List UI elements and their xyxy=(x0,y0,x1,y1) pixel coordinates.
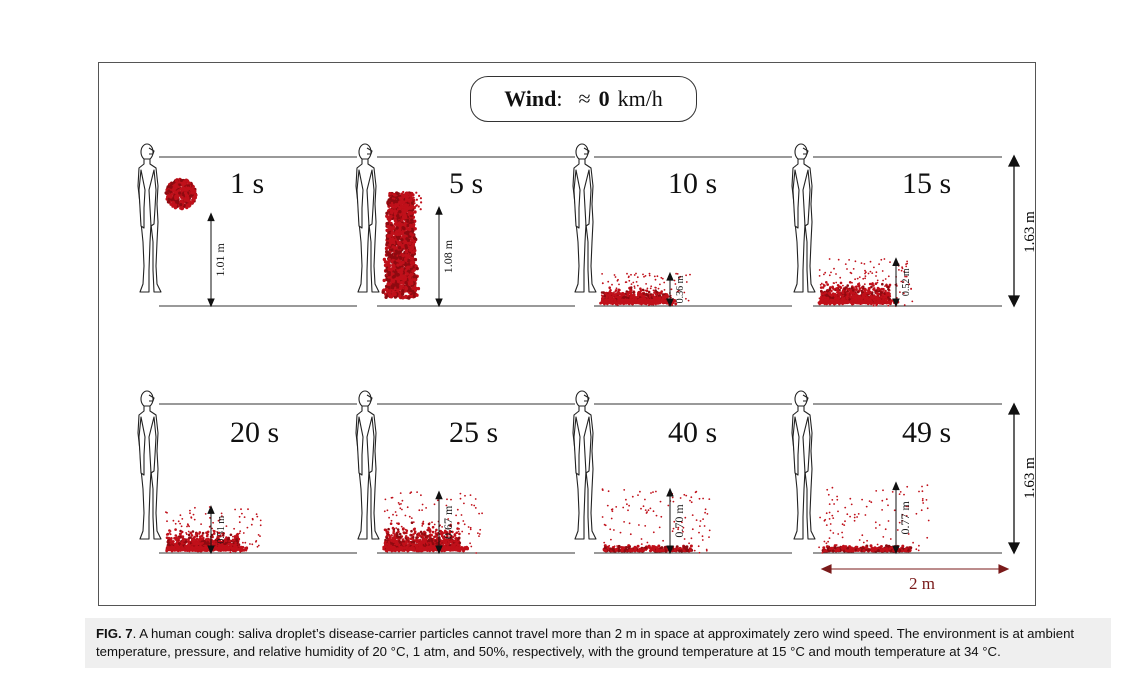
human-figure xyxy=(355,143,380,293)
cloud-height-arrow xyxy=(435,490,443,555)
figure-frame xyxy=(98,62,1036,606)
particle-cloud xyxy=(164,177,198,211)
cloud-height-arrow xyxy=(666,271,674,308)
panel-7: 40 s 0.70 m xyxy=(572,390,792,555)
cloud-height-label: 1.01 m xyxy=(213,243,227,277)
cloud-height-arrow xyxy=(435,206,443,308)
time-label: 10 s xyxy=(668,167,717,200)
human-figure xyxy=(355,390,380,540)
panel-8: 49 s 0.77 m xyxy=(791,390,1002,555)
panel-3: 10 s 0.36 m xyxy=(572,143,792,308)
panel-6: 25 s 0.67 m xyxy=(355,390,575,555)
figure-caption: FIG. 7. A human cough: saliva droplet’s … xyxy=(85,618,1111,668)
cloud-height-arrow xyxy=(892,257,900,308)
cloud-height-label: 0.77 m xyxy=(898,500,912,534)
approx-symbol: ≈ xyxy=(578,86,591,111)
height-arrow-top xyxy=(1007,154,1021,308)
height-arrow-bottom xyxy=(1007,402,1021,555)
human-figure xyxy=(572,390,597,540)
panel-5: 20 s 0.51 m xyxy=(137,390,357,555)
human-figure xyxy=(137,143,162,293)
person-height-label-top: 1.63 m xyxy=(1022,211,1038,253)
caption-text: . A human cough: saliva droplet’s diseas… xyxy=(96,626,1075,659)
cloud-height-label: 0.51 m xyxy=(216,516,227,544)
human-figure xyxy=(791,143,816,293)
cloud-height-arrow xyxy=(207,212,215,308)
particle-cloud xyxy=(599,272,691,306)
human-figure xyxy=(791,390,816,540)
wind-label-box: Wind: ≈ 0 km/h xyxy=(470,76,697,122)
wind-value: 0 xyxy=(598,86,610,111)
human-figure xyxy=(137,390,162,540)
panel-2: 5 s 1.08 m xyxy=(355,143,575,308)
cloud-height-arrow xyxy=(892,481,900,555)
panel-4: 15 s 0.52 m xyxy=(791,143,1002,308)
cloud-height-arrow xyxy=(207,505,215,555)
wind-label: Wind xyxy=(504,86,557,111)
cloud-height-arrow xyxy=(666,487,674,555)
person-height-label-bottom: 1.63 m xyxy=(1022,457,1038,499)
time-label: 25 s xyxy=(449,416,498,449)
distance-label: 2 m xyxy=(909,574,935,593)
caption-figure-number: FIG. 7 xyxy=(96,626,133,641)
particle-cloud xyxy=(381,190,423,300)
cloud-height-label: 0.70 m xyxy=(672,504,686,538)
distance-arrow xyxy=(820,564,1010,574)
wind-colon: : xyxy=(556,86,563,111)
cough-simulation-figure: 1 s 1.01 m 5 s 1.08 m 10 s 0.36 m 15 s 0.52 m 20… xyxy=(137,143,1038,593)
human-figure xyxy=(572,143,597,293)
particle-cloud xyxy=(818,484,930,554)
particle-cloud xyxy=(601,488,711,554)
wind-unit: km/h xyxy=(617,86,663,111)
cloud-height-label: 1.08 m xyxy=(441,239,455,273)
time-label: 5 s xyxy=(449,167,483,200)
particle-cloud xyxy=(382,491,483,554)
cloud-height-label: 0.36 m xyxy=(675,275,686,303)
time-label: 1 s xyxy=(230,167,264,200)
time-label: 15 s xyxy=(902,167,951,200)
time-label: 40 s xyxy=(668,416,717,449)
cloud-height-label: 0.67 m xyxy=(441,505,455,539)
time-label: 20 s xyxy=(230,416,279,449)
time-label: 49 s xyxy=(902,416,951,449)
cloud-height-label: 0.52 m xyxy=(901,268,912,296)
panel-1: 1 s 1.01 m xyxy=(137,143,357,308)
